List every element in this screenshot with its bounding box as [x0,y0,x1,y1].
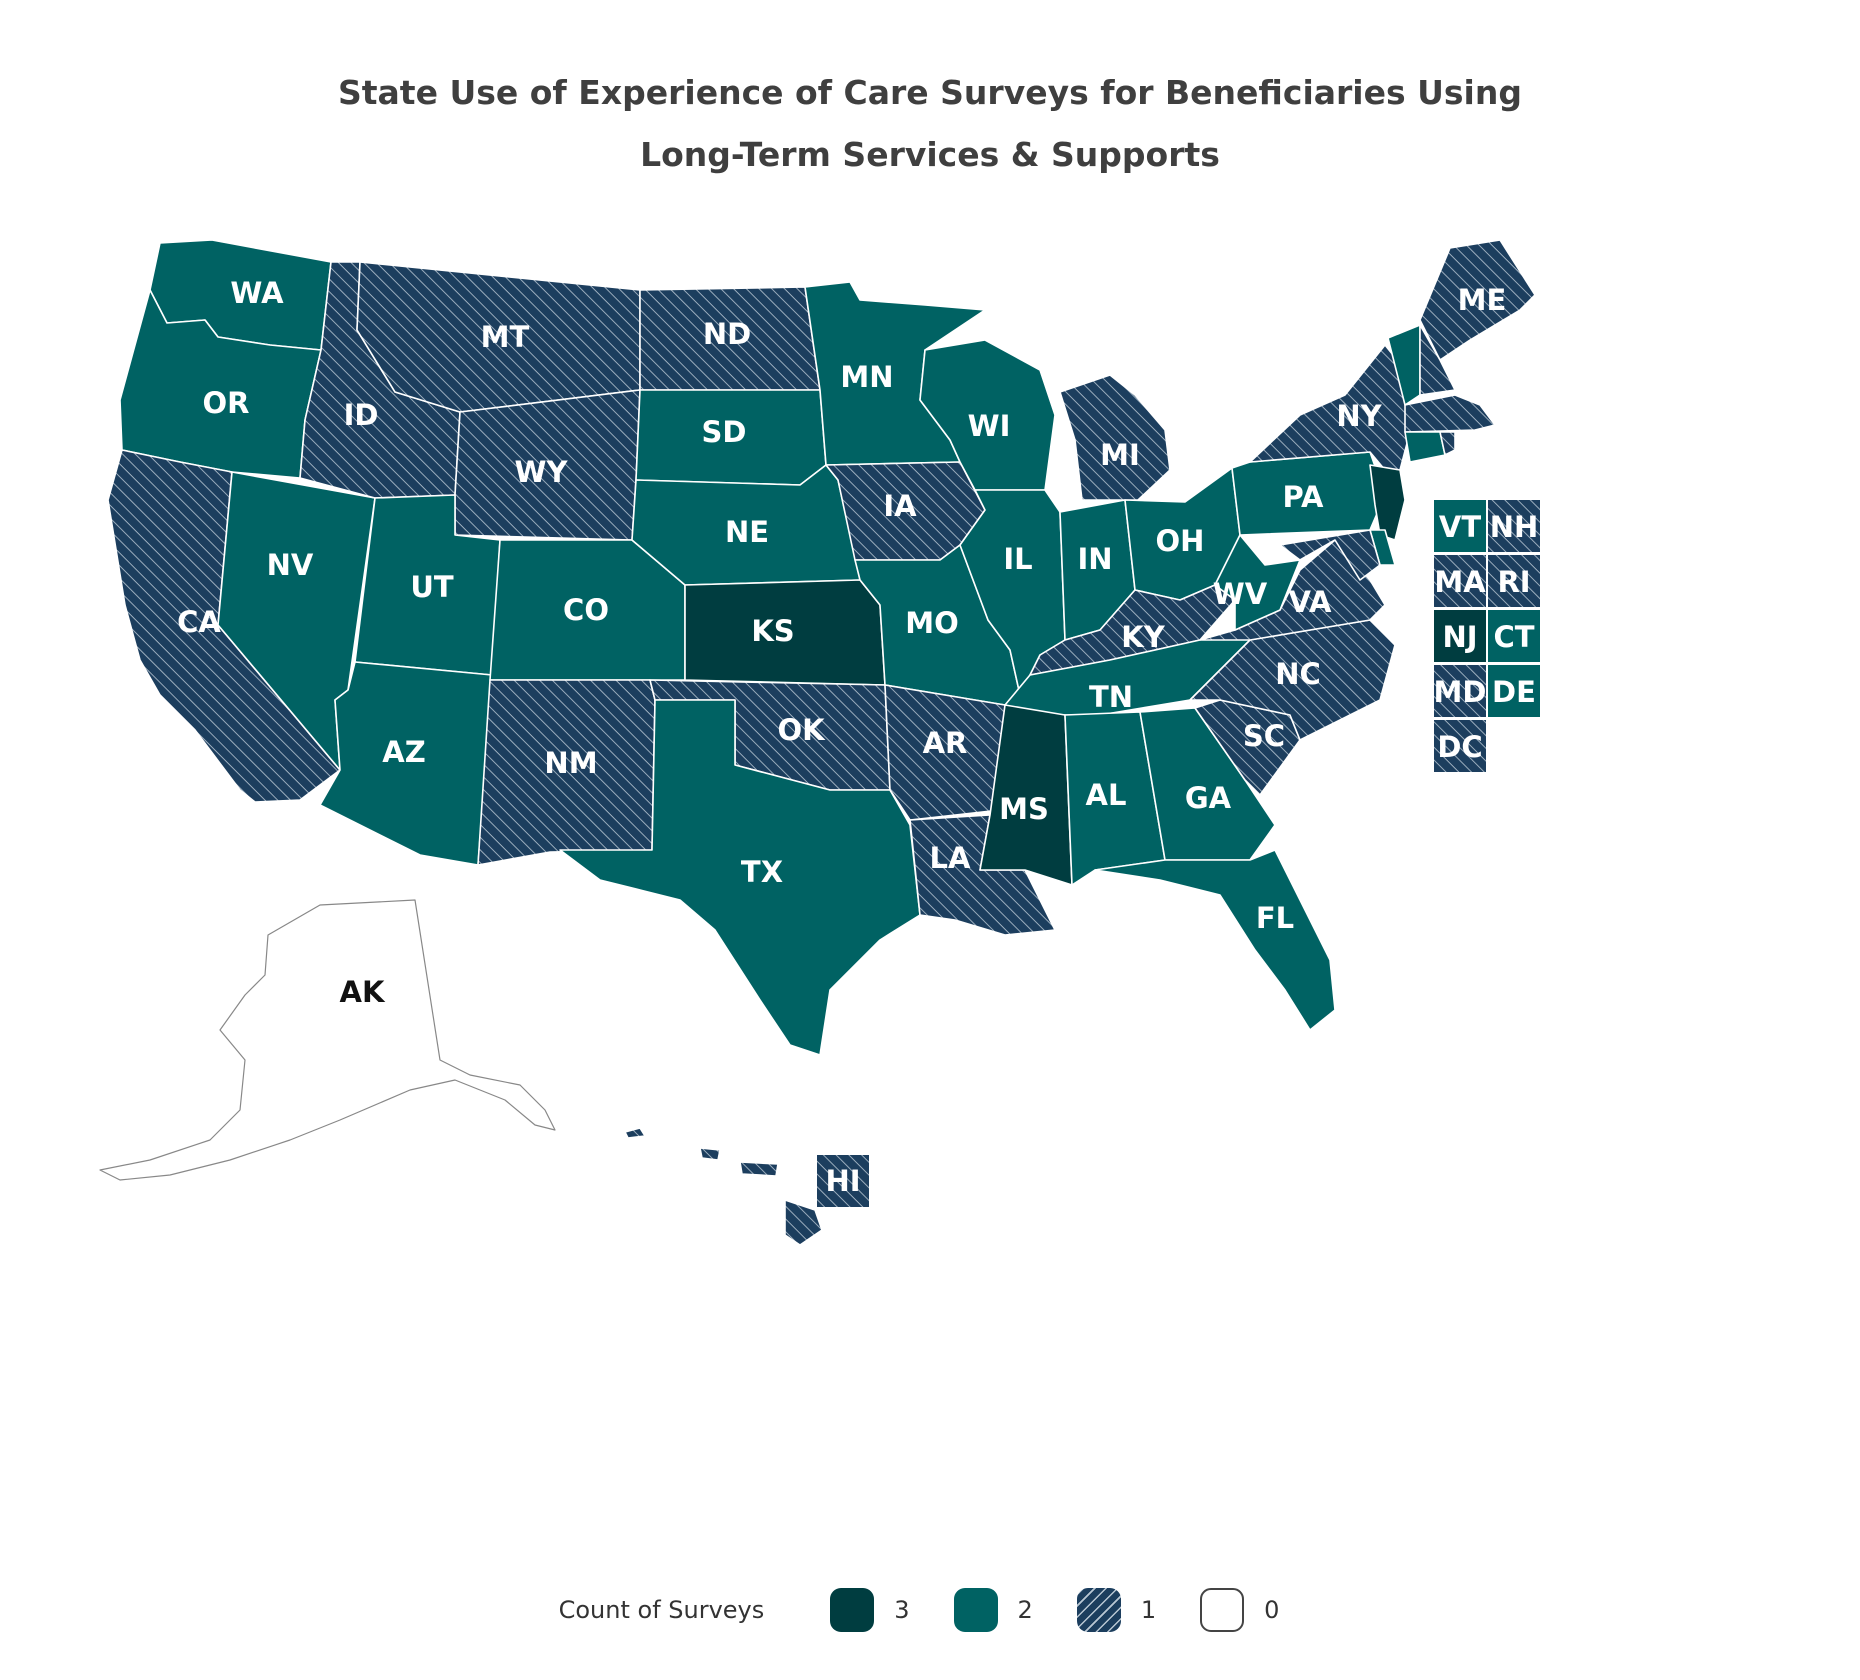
state-nh [1419,324,1456,396]
state-tile-ri [1488,555,1540,607]
state-md [1279,529,1381,581]
state-label-ga: GA [1185,781,1232,815]
state-label-mt: MT [481,320,530,354]
state-label-va: VA [1289,585,1332,619]
state-label-ct: CT [1493,620,1534,654]
state-label-il: IL [1003,542,1032,576]
state-label-nc: NC [1275,657,1321,691]
state-tile-de [1488,665,1540,717]
state-label-nd: ND [703,317,751,351]
state-label-md: MD [1434,675,1487,709]
state-label-nh: NH [1490,510,1539,544]
state-label-ar: AR [923,726,968,760]
state-tile-nh [1488,500,1540,552]
state-label-wi: WI [968,409,1011,443]
legend-label-0: 0 [1264,1596,1280,1624]
state-label-ia: IA [883,489,917,523]
state-label-vt: VT [1439,510,1481,544]
legend-title: Count of Surveys [558,1596,765,1624]
state-label-wa: WA [230,276,284,310]
state-fl [1094,849,1336,1031]
state-label-ks: KS [751,614,794,648]
chart-title-line-1: State Use of Experience of Care Surveys … [338,73,1522,112]
chart-title-line-2: Long-Term Services & Supports [640,135,1220,174]
state-label-or: OR [203,386,250,420]
legend-item-3: 3 [830,1588,910,1632]
state-label-ca: CA [177,605,221,639]
state-label-de: DE [1492,675,1536,709]
state-label-nv: NV [267,548,314,582]
state-label-tx: TX [741,855,783,889]
state-mi [1059,374,1171,501]
state-tile-nj [1434,610,1486,662]
state-label-nm: NM [544,746,597,780]
state-tile-dc [1434,720,1486,772]
legend-item-0: 0 [1200,1588,1279,1632]
legend-label-3: 3 [894,1596,910,1624]
state-label-me: ME [1458,283,1507,317]
state-label-tn: TN [1089,680,1133,714]
state-tile-vt [1434,500,1486,552]
state-wv [1214,534,1301,631]
legend-label-2: 2 [1017,1596,1033,1624]
state-ma [1404,394,1496,433]
legend-swatch-3 [830,1588,875,1632]
state-tile-md [1434,665,1486,717]
state-label-oh: OH [1156,524,1205,558]
state-label-wv: WV [1213,577,1268,611]
state-nj [1369,464,1406,541]
state-label-ma: MA [1434,565,1486,599]
state-label-ny: NY [1336,399,1382,433]
chart-title: State Use of Experience of Care Surveys … [0,62,1860,186]
state-label-ri: RI [1497,565,1530,599]
state-label-mo: MO [905,606,959,640]
state-label-ne: NE [725,515,769,549]
legend-swatch-0 [1200,1588,1245,1632]
state-label-la: LA [930,841,971,875]
state-ny [1249,344,1411,471]
state-tx [559,699,921,1056]
state-ri [1439,431,1456,456]
legend-label-1: 1 [1140,1596,1157,1624]
state-label-fl: FL [1256,901,1294,935]
state-label-nj: NJ [1442,620,1477,654]
legend-item-1: 1 [1076,1588,1157,1632]
state-label-mn: MN [840,360,893,394]
legend: Count of Surveys 3 2 1 0 [0,1580,1860,1640]
state-label-ms: MS [999,792,1049,826]
state-label-al: AL [1086,778,1127,812]
state-label-mi: MI [1100,438,1140,472]
state-label-wy: WY [515,455,569,489]
legend-swatch-1 [1076,1588,1121,1632]
state-label-sc: SC [1243,719,1285,753]
state-label-co: CO [563,593,609,627]
state-label-in: IN [1077,542,1112,576]
state-ak [99,899,556,1181]
state-label-ak: AK [340,975,386,1009]
state-label-ut: UT [410,570,454,604]
state-label-hi: HI [825,1164,860,1198]
state-shapes [99,239,1536,1246]
state-label-az: AZ [382,735,425,769]
state-tile-ct [1488,610,1540,662]
state-labels: WA OR CA NV ID MT WY UT AZ CO NM ND SD NE KS OK TX MN IA MO… [177,276,1506,1198]
state-ct [1404,431,1446,463]
state-label-ok: OK [777,713,826,747]
state-hi [624,1127,823,1246]
legend-item-2: 2 [953,1588,1033,1632]
state-tile-hi [817,1155,869,1207]
legend-swatch-2 [953,1588,998,1632]
state-label-ky: KY [1121,620,1165,654]
state-label-pa: PA [1282,480,1324,514]
state-me [1419,239,1536,361]
state-label-id: ID [344,398,379,432]
state-label-dc: DC [1437,730,1482,764]
state-tile-ma [1434,555,1486,607]
state-label-sd: SD [702,415,747,449]
